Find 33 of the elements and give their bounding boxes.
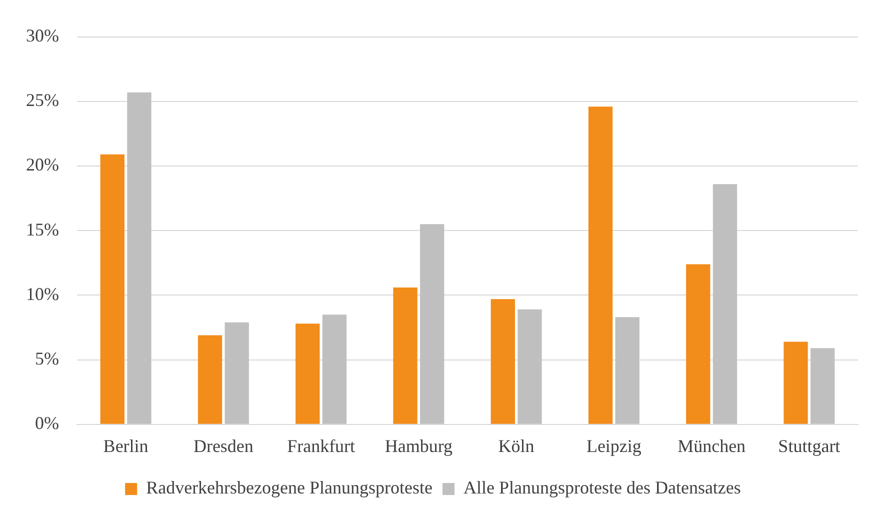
y-tick-label: 10% (26, 284, 59, 304)
x-tick-label: Dresden (193, 436, 254, 456)
bar (686, 264, 710, 424)
bar (810, 348, 835, 424)
bar (224, 322, 249, 424)
bar (712, 184, 738, 424)
x-tick-label: Hamburg (384, 436, 453, 456)
y-tick-label: 5% (34, 348, 59, 369)
bar (784, 342, 808, 424)
bar (420, 224, 444, 424)
legend-label: Alle Planungsproteste des Datensatzes (463, 478, 741, 498)
bar (518, 309, 542, 424)
bar (490, 299, 515, 424)
y-tick-label: 20% (26, 154, 59, 175)
y-tick-label: 15% (26, 219, 59, 240)
x-tick-label: Köln (498, 436, 534, 456)
x-tick-label: Leipzig (586, 436, 642, 456)
y-tick-label: 30% (26, 26, 59, 46)
bar (615, 317, 640, 424)
bar (393, 287, 418, 424)
legend-label: Radverkehrsbezogene Planungsproteste (146, 478, 433, 498)
bar (127, 92, 152, 424)
bar (198, 335, 222, 424)
bar (100, 154, 124, 424)
y-tick-label: 25% (26, 90, 59, 110)
bar (322, 314, 347, 424)
bar (588, 106, 613, 424)
x-tick-label: München (678, 436, 746, 456)
x-tick-label: Stuttgart (778, 436, 840, 456)
y-tick-label: 0% (34, 413, 59, 434)
bar (296, 324, 320, 424)
x-tick-label: Frankfurt (287, 436, 356, 456)
x-tick-label: Berlin (103, 436, 148, 456)
